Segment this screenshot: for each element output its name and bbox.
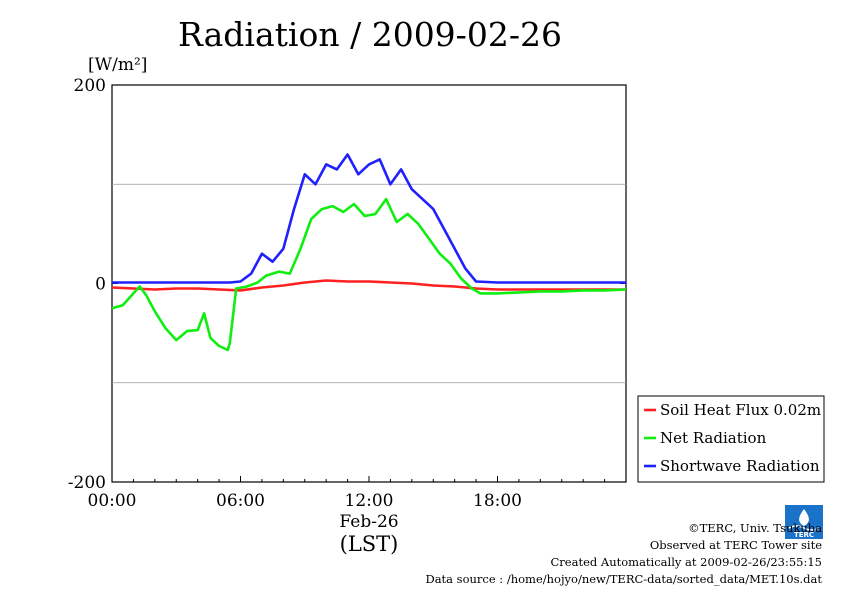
y-tick-label-2: -200 (68, 473, 106, 493)
x-tick-label-3: 18:00 (473, 491, 522, 511)
x-axis-label: (LST) (340, 532, 399, 556)
logo-text: TERC (794, 531, 814, 539)
legend-label-1: Net Radiation (660, 429, 767, 447)
legend-box (637, 395, 825, 483)
terc-logo: TERC (785, 505, 823, 539)
copyright-text: ©TERC, Univ. Tsukuba (688, 521, 822, 535)
series-line-0 (111, 279, 626, 292)
legend-label-2: Shortwave Radiation (660, 457, 820, 475)
source-text: Data source : /home/hojyo/new/TERC-data/… (425, 572, 822, 586)
x-tick-label-1: 06:00 (216, 491, 265, 511)
x-axis: 00:00 06:00 12:00 18:00 (88, 476, 606, 511)
y-tick-label-1: 0 (95, 275, 106, 295)
chart-title: Radiation / 2009-02-26 (178, 15, 562, 54)
series-line-2 (112, 153, 626, 284)
legend: Soil Heat Flux 0.02m Net Radiation Shortwa… (637, 395, 825, 483)
series-lines (111, 153, 627, 352)
y-axis-label: [W/m²] (88, 55, 147, 75)
date-label: Feb-26 (339, 512, 398, 532)
series-line-1 (111, 197, 627, 352)
legend-label-0: Soil Heat Flux 0.02m (660, 401, 821, 419)
created-text: Created Automatically at 2009-02-26/23:5… (551, 555, 823, 569)
x-tick-label-0: 00:00 (88, 491, 137, 511)
x-tick-label-2: 12:00 (345, 491, 394, 511)
y-tick-label-0: 200 (74, 76, 106, 96)
observed-text: Observed at TERC Tower site (650, 538, 822, 552)
gridlines (112, 183, 626, 384)
